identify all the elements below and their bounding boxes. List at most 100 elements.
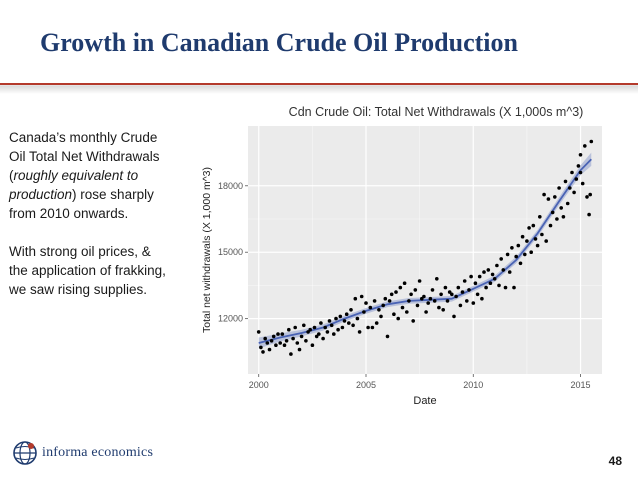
data-points <box>256 139 594 356</box>
data-point <box>561 215 566 219</box>
page-number: 48 <box>608 454 622 468</box>
sidebar-text: Canada’s monthly Crude Oil Total Net Wit… <box>9 128 169 318</box>
data-point <box>411 319 415 323</box>
data-point <box>379 314 383 319</box>
data-point <box>256 330 261 334</box>
data-point <box>432 299 437 303</box>
data-point <box>263 336 267 341</box>
globe-icon <box>13 441 37 465</box>
data-point <box>319 321 323 325</box>
data-point <box>578 153 583 157</box>
data-point <box>445 299 450 303</box>
data-point <box>329 323 334 328</box>
data-point <box>389 292 394 297</box>
data-point <box>364 301 368 305</box>
data-point <box>278 341 282 345</box>
data-point <box>314 334 319 339</box>
data-point <box>492 277 497 281</box>
data-point <box>460 290 465 294</box>
data-point <box>553 195 557 199</box>
data-point <box>452 314 456 319</box>
data-point <box>516 243 521 248</box>
data-point <box>383 296 388 301</box>
data-point <box>284 339 289 343</box>
data-point <box>321 336 325 341</box>
data-point <box>510 246 514 250</box>
data-point <box>276 332 280 336</box>
data-point <box>501 268 506 272</box>
x-tick-label: 2000 <box>249 380 269 390</box>
data-point <box>405 310 409 314</box>
data-point <box>347 321 351 325</box>
data-point <box>310 343 315 347</box>
data-point <box>415 303 420 308</box>
data-point <box>392 312 396 316</box>
data-point <box>424 310 428 314</box>
data-point <box>259 345 263 350</box>
data-point <box>480 296 484 301</box>
data-point <box>546 197 551 201</box>
data-point <box>357 330 362 334</box>
data-point <box>555 217 559 221</box>
data-point <box>287 327 291 332</box>
data-point <box>589 139 594 144</box>
data-point <box>302 323 306 328</box>
data-point <box>374 321 379 325</box>
data-point <box>430 288 435 292</box>
data-point <box>370 325 375 330</box>
data-point <box>482 270 486 274</box>
data-point <box>332 332 336 336</box>
data-point <box>299 334 304 339</box>
data-point <box>271 334 276 339</box>
data-point <box>402 281 407 285</box>
chart-title: Cdn Crude Oil: Total Net Withdrawals (X … <box>289 105 584 119</box>
data-point <box>362 310 366 314</box>
sidebar-paragraph-1: Canada’s monthly Crude Oil Total Net Wit… <box>9 128 169 223</box>
data-point <box>462 279 467 283</box>
data-point <box>349 308 353 312</box>
data-point <box>353 296 358 301</box>
x-tick-label: 2005 <box>356 380 376 390</box>
data-point <box>467 288 471 292</box>
x-tick-label: 2015 <box>571 380 591 390</box>
data-point <box>417 279 422 283</box>
data-point <box>454 294 458 299</box>
data-point <box>441 308 445 312</box>
data-point <box>327 319 332 323</box>
data-point <box>469 274 473 279</box>
data-point <box>548 223 553 228</box>
logo-text: informa economics <box>42 445 154 460</box>
data-point <box>563 179 568 184</box>
data-point <box>518 261 523 266</box>
y-axis-label: Total net withdrawals (X 1,000 m^3) <box>201 167 213 333</box>
data-point <box>261 350 265 354</box>
title-divider <box>0 80 638 94</box>
data-point <box>520 234 525 239</box>
data-point <box>456 285 461 290</box>
x-tick-label: 2010 <box>463 380 483 390</box>
data-point <box>344 312 349 316</box>
data-point <box>366 325 370 330</box>
data-point <box>409 292 413 297</box>
data-point <box>507 270 512 274</box>
data-point <box>578 170 583 175</box>
data-point <box>580 181 585 186</box>
data-point <box>422 294 426 299</box>
data-point <box>531 223 536 228</box>
y-tick-label: 15000 <box>218 247 243 257</box>
data-point <box>377 308 381 312</box>
data-point <box>355 316 360 321</box>
data-point <box>542 192 546 197</box>
data-point <box>297 347 302 352</box>
data-point <box>398 285 403 290</box>
data-point <box>585 195 589 199</box>
axis-ticks: 2000 2005 2010 2015 12000 15000 18000 <box>218 181 591 390</box>
scatter-chart: Cdn Crude Oil: Total Net Withdrawals (X … <box>201 105 602 407</box>
data-point <box>394 290 398 294</box>
data-point <box>583 144 587 148</box>
data-point <box>282 343 287 347</box>
data-point <box>407 299 411 303</box>
data-point <box>428 296 433 301</box>
data-point <box>443 285 448 290</box>
data-point <box>396 316 400 321</box>
